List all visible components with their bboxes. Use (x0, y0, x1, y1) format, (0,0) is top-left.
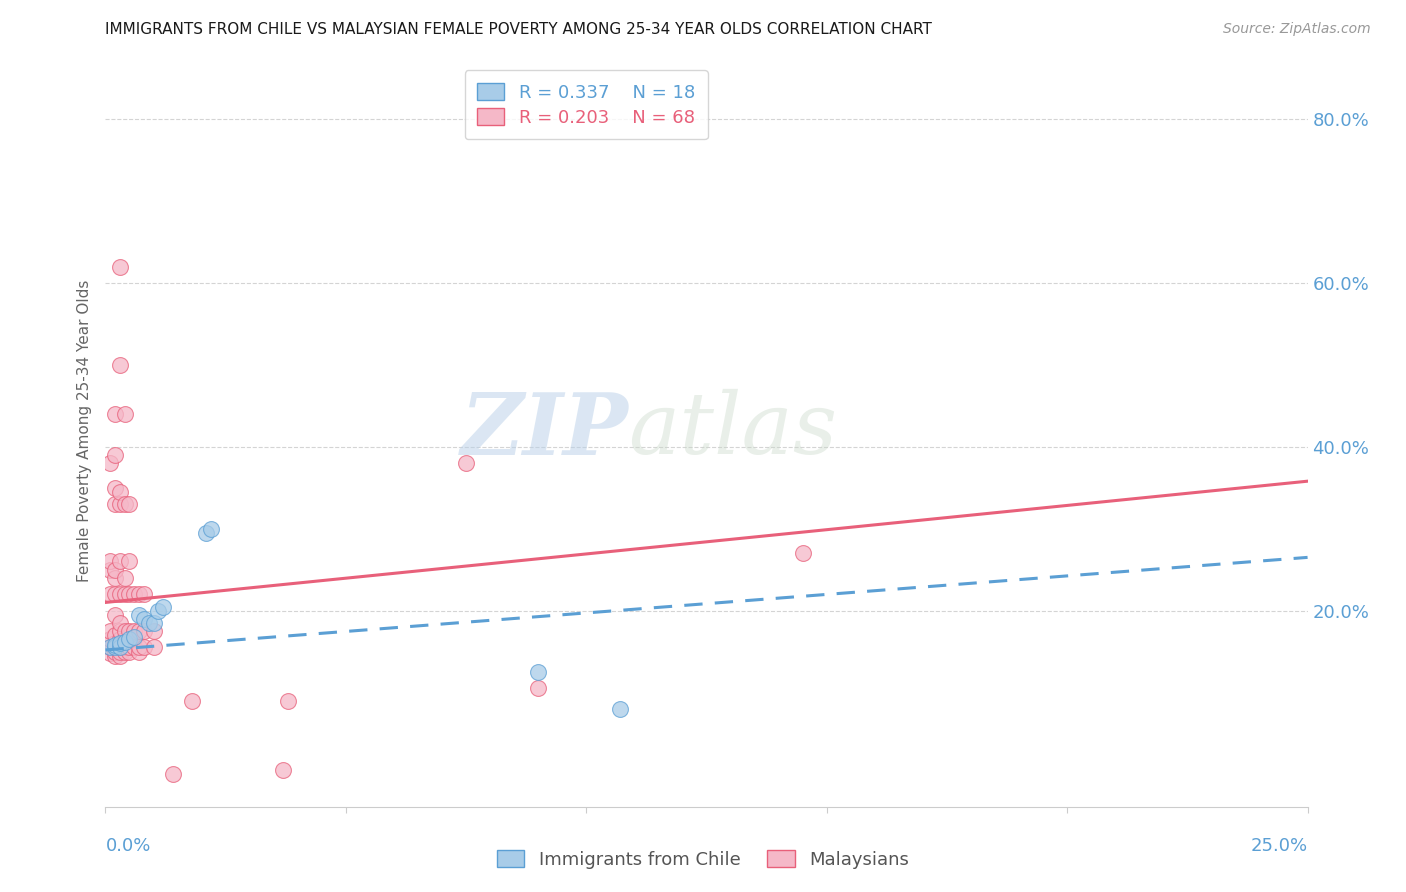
Point (132, 640, 155, 655)
Point (104, 571, 127, 585)
Point (104, 640, 127, 655)
Point (104, 648, 127, 663)
Point (108, 644, 131, 658)
Point (124, 624, 146, 639)
Text: atlas: atlas (628, 389, 838, 472)
Point (118, 554, 141, 568)
Point (152, 599, 174, 614)
Point (108, 636, 131, 650)
Point (114, 634, 136, 648)
Point (148, 604, 170, 618)
Text: IMMIGRANTS FROM CHILE VS MALAYSIAN FEMALE POVERTY AMONG 25-34 YEAR OLDS CORRELAT: IMMIGRANTS FROM CHILE VS MALAYSIAN FEMAL… (105, 22, 932, 37)
Point (114, 497, 136, 511)
Point (132, 587, 155, 601)
Point (108, 636, 131, 650)
Point (118, 587, 141, 601)
Point (124, 632, 146, 647)
Point (98, 587, 121, 601)
Point (124, 587, 146, 601)
Point (98, 554, 121, 568)
Point (273, 764, 295, 778)
Point (108, 260, 131, 274)
Point (118, 632, 141, 647)
Point (138, 615, 160, 630)
Point (118, 640, 141, 655)
Point (128, 640, 150, 655)
Point (114, 407, 136, 421)
Point (98, 456, 121, 470)
Point (98, 632, 121, 647)
Point (124, 640, 146, 655)
Legend: Immigrants from Chile, Malaysians: Immigrants from Chile, Malaysians (489, 843, 917, 876)
Legend: R = 0.337    N = 18, R = 0.203    N = 68: R = 0.337 N = 18, R = 0.203 N = 68 (465, 70, 707, 139)
Point (162, 766, 184, 780)
Point (108, 484, 131, 499)
Point (98, 646, 121, 660)
Text: ZIP: ZIP (461, 389, 628, 472)
Text: 25.0%: 25.0% (1250, 837, 1308, 855)
Point (114, 624, 136, 639)
Point (128, 624, 150, 639)
Point (527, 681, 550, 696)
Point (108, 640, 131, 655)
Point (195, 525, 218, 540)
Point (128, 644, 150, 658)
Point (118, 624, 141, 639)
Point (132, 624, 155, 639)
Point (108, 587, 131, 601)
Point (142, 640, 165, 655)
Point (108, 554, 131, 568)
Point (108, 497, 131, 511)
Point (104, 628, 127, 642)
Point (792, 546, 814, 560)
Point (128, 607, 150, 622)
Point (104, 407, 127, 421)
Point (104, 607, 127, 622)
Point (124, 630, 146, 644)
Point (108, 624, 131, 639)
Point (104, 481, 127, 495)
Point (98, 624, 121, 639)
Point (98, 640, 121, 655)
Text: 0.0%: 0.0% (105, 837, 150, 855)
Text: Source: ZipAtlas.com: Source: ZipAtlas.com (1223, 22, 1371, 37)
Point (128, 587, 150, 601)
Point (108, 358, 131, 372)
Point (142, 624, 165, 639)
Point (104, 497, 127, 511)
Point (104, 644, 127, 658)
Point (108, 615, 131, 630)
Point (114, 640, 136, 655)
Point (114, 632, 136, 647)
Point (98, 563, 121, 577)
Point (104, 587, 127, 601)
Point (104, 448, 127, 462)
Point (108, 632, 131, 647)
Point (142, 615, 165, 630)
Point (98, 640, 121, 655)
Point (114, 587, 136, 601)
Point (104, 563, 127, 577)
Point (108, 648, 131, 663)
Point (114, 571, 136, 585)
Point (104, 640, 127, 655)
Point (609, 702, 631, 716)
Point (132, 612, 155, 626)
Point (118, 644, 141, 658)
Point (118, 497, 141, 511)
Point (454, 456, 477, 470)
Point (104, 638, 127, 652)
Point (200, 522, 222, 536)
Point (114, 644, 136, 658)
Point (277, 694, 299, 708)
Y-axis label: Female Poverty Among 25-34 Year Olds: Female Poverty Among 25-34 Year Olds (77, 279, 93, 582)
Point (527, 665, 550, 679)
Point (108, 640, 131, 655)
Point (181, 694, 204, 708)
Point (104, 636, 127, 650)
